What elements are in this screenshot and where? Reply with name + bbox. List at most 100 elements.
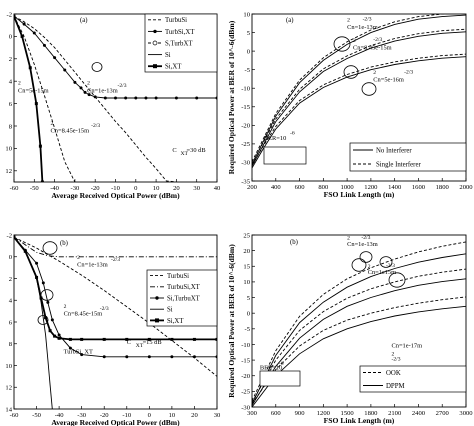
annotation: 2 [353,38,356,44]
series-line-2 [252,253,466,405]
series-line-5 [252,296,466,405]
annotation: 2 [77,255,80,261]
series-point [154,96,158,100]
series-point [195,96,199,100]
highlight-circle [42,241,58,255]
x-tick-label: 10 [169,412,176,419]
y-tick-label: 10 [243,279,250,286]
y-axis-label: Required Optical Power at BER of 10^-6(d… [227,244,236,398]
annotation: -2/3 [391,357,400,363]
annotation: XT [136,343,144,349]
highlight-circle [388,272,406,288]
series-point [20,34,24,38]
x-tick-label: 1400 [388,184,402,191]
y-tick-label: 0 [9,34,13,41]
x-tick-label: 400 [271,184,282,191]
y-tick-label: 5 [247,295,251,302]
series-point [38,144,42,148]
annotation: -2/3 [373,37,382,43]
series-point [170,355,174,359]
legend-label: TurbuSi [167,273,189,280]
annotation: TurbSi, XT [64,349,93,356]
y-tick-label: 8 [9,123,13,130]
annotation: Cn=8.45e-15m [51,128,90,135]
series-point [215,337,217,341]
series-point [80,353,84,357]
y-tick-label: -10 [241,86,250,93]
x-tick-label: 300 [247,410,258,417]
annotation: -2/3 [361,235,370,241]
series-group [14,235,217,409]
y-tick-label: -2 [7,232,13,239]
series-point [32,31,36,35]
series-point [14,235,16,239]
legend-marker [155,318,159,323]
highlight-circle [379,256,393,268]
series-group [252,14,466,169]
series-point [35,275,39,279]
y-tick-label: 6 [9,319,13,326]
legend-label: Si,XT [167,318,184,325]
annotation: BER=10 [260,364,282,371]
annotation: Cn=1e-13m [347,24,378,31]
legend-marker [153,64,157,69]
legend-label: No Interferer [376,147,412,154]
x-tick-label: 40 [214,185,221,192]
series-point [125,337,129,341]
series-line-3 [14,15,76,182]
plot-frame [251,234,467,408]
x-tick-label: 3000 [459,410,473,417]
series-point [35,261,39,265]
series-point [80,337,84,341]
y-tick-label: -2 [7,11,13,18]
series-line-4 [252,278,466,406]
x-tick-label: -20 [91,185,100,192]
panel-label: (b) [290,239,298,246]
highlight-circle [333,36,351,52]
annotation: Cn=5e-15m [18,87,49,94]
legend-label: Single Interferer [376,161,421,168]
y-tick-label: 5 [247,30,251,37]
series-line-1 [252,241,466,401]
y-tick-label: 4 [9,298,13,305]
annotation: BER=10 [264,135,286,142]
x-tick-label: 30 [193,185,200,192]
annotation: -2/3 [363,17,372,23]
x-tick-label: -40 [50,185,59,192]
series-point [46,300,50,304]
annotation: Cn=5e-16m [373,77,404,84]
y-tick-label: 0 [9,254,13,261]
series-point [102,337,106,341]
legend-marker [152,40,158,46]
series-line-3 [252,31,466,167]
highlight-circle [359,251,373,263]
series-point [103,96,107,100]
y-tick-label: -30 [241,160,250,167]
y-tick-label: 0 [247,48,251,55]
series-point [215,355,217,359]
series-point [192,337,196,341]
x-tick-label: -50 [30,185,39,192]
x-tick-label: 2100 [388,410,402,417]
x-axis-label: Average Received Optical Power (dBm) [51,191,180,200]
series-line-5 [14,15,44,182]
series-point [73,80,77,84]
y-tick-label: 14 [5,406,12,413]
x-tick-label: -50 [32,412,41,419]
x-tick-label: 1600 [412,184,426,191]
ber-box [263,146,307,165]
annotation: Cn=1e-13m [77,262,108,269]
series-line-6 [252,305,466,407]
series-point [125,355,129,359]
annotation: -2/3 [100,306,109,312]
series-point [22,22,26,26]
y-tick-label: 10 [5,146,12,153]
y-tick-label: 6 [9,101,13,108]
annotation: 2 [87,81,90,87]
series-point [57,336,61,340]
y-tick-label: -20 [241,123,250,130]
annotation: Cn=1e-13m [347,241,378,248]
series-point [147,355,151,359]
series-point [93,95,97,99]
y-tick-label: 8 [9,341,13,348]
